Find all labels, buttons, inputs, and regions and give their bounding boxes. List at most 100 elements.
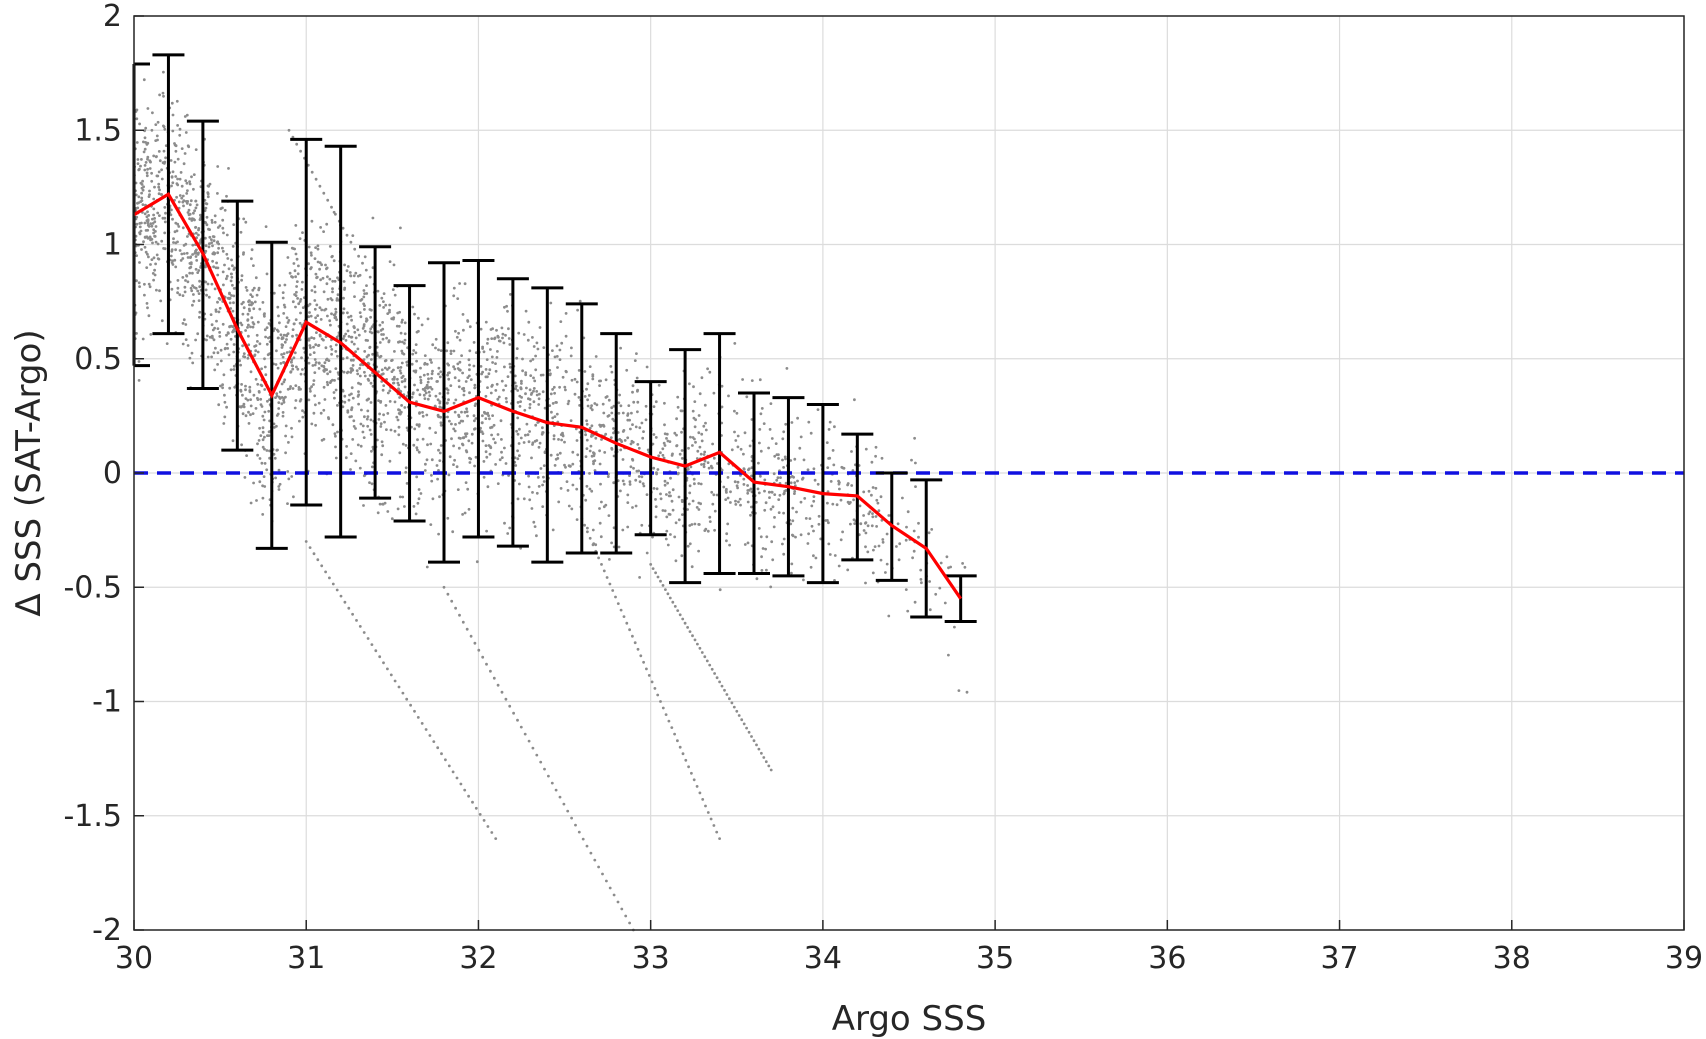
scatter-point xyxy=(250,316,254,320)
scatter-point xyxy=(453,376,457,380)
scatter-point xyxy=(575,380,579,384)
scatter-point xyxy=(229,324,233,328)
scatter-point xyxy=(417,450,421,454)
scatter-point xyxy=(294,384,298,387)
scatter-point xyxy=(289,346,293,350)
scatter-point xyxy=(775,453,779,456)
scatter-point xyxy=(438,451,442,455)
scatter-point xyxy=(251,412,255,415)
scatter-point xyxy=(369,315,372,319)
scatter-point xyxy=(222,283,225,287)
scatter-point xyxy=(148,285,152,289)
scatter-point xyxy=(656,575,660,579)
scatter-point xyxy=(503,365,506,369)
scatter-point xyxy=(334,434,337,438)
scatter-point xyxy=(621,411,625,415)
scatter-point xyxy=(750,379,754,382)
scatter-point xyxy=(653,687,657,690)
scatter-point xyxy=(344,339,348,342)
scatter-point xyxy=(524,309,528,313)
scatter-point xyxy=(216,300,219,304)
scatter-point xyxy=(501,336,504,340)
scatter-point xyxy=(707,466,711,470)
scatter-point xyxy=(334,307,338,311)
scatter-point xyxy=(261,301,265,304)
scatter-point xyxy=(179,259,183,262)
scatter-point xyxy=(180,196,184,200)
scatter-point xyxy=(308,311,311,314)
scatter-point xyxy=(314,316,317,320)
scatter-point xyxy=(453,458,456,462)
scatter-point xyxy=(626,418,630,422)
scatter-point xyxy=(746,500,750,504)
scatter-point xyxy=(181,257,185,260)
scatter-point xyxy=(163,220,167,224)
scatter-point xyxy=(438,375,442,379)
scatter-point xyxy=(767,764,771,768)
scatter-point xyxy=(586,382,590,386)
scatter-point xyxy=(366,398,369,402)
scatter-point xyxy=(715,493,719,497)
scatter-point xyxy=(143,221,147,225)
scatter-point xyxy=(742,467,746,470)
scatter-point xyxy=(447,377,451,381)
scatter-point xyxy=(266,399,269,403)
scatter-point xyxy=(417,488,421,491)
scatter-point xyxy=(637,446,641,450)
scatter-point xyxy=(501,332,505,336)
scatter-point xyxy=(378,412,381,416)
scatter-point xyxy=(142,78,146,82)
scatter-point xyxy=(484,417,488,420)
scatter-point xyxy=(652,466,656,470)
scatter-point xyxy=(930,528,934,531)
scatter-point xyxy=(370,482,374,486)
scatter-point xyxy=(637,475,641,478)
scatter-point xyxy=(342,370,346,374)
scatter-point xyxy=(674,521,678,525)
scatter-point xyxy=(249,293,253,296)
scatter-point xyxy=(259,434,263,437)
scatter-point xyxy=(792,475,795,479)
scatter-point xyxy=(494,389,498,392)
scatter-point xyxy=(322,230,325,234)
scatter-point xyxy=(362,436,366,439)
scatter-point xyxy=(398,408,401,412)
scatter-point xyxy=(688,542,692,546)
scatter-point xyxy=(465,450,469,454)
scatter-point xyxy=(939,561,943,565)
scatter-point xyxy=(677,495,681,499)
scatter-point xyxy=(500,438,503,441)
scatter-point xyxy=(135,108,139,112)
scatter-point xyxy=(424,391,428,395)
scatter-point xyxy=(659,497,663,501)
scatter-point xyxy=(798,446,802,450)
scatter-point xyxy=(642,430,645,433)
scatter-point xyxy=(626,493,630,497)
scatter-point xyxy=(347,398,351,402)
scatter-point xyxy=(158,188,161,192)
scatter-point xyxy=(454,606,457,610)
scatter-point xyxy=(507,474,510,477)
scatter-point xyxy=(351,364,355,367)
scatter-point xyxy=(516,389,520,392)
scatter-point xyxy=(771,505,775,509)
scatter-point xyxy=(310,422,314,426)
scatter-point xyxy=(405,697,409,701)
scatter-point xyxy=(191,303,194,307)
scatter-point xyxy=(153,220,157,224)
scatter-point xyxy=(370,358,373,361)
scatter-point xyxy=(151,222,155,225)
scatter-point xyxy=(871,515,875,519)
scatter-point xyxy=(496,683,500,687)
scatter-point xyxy=(355,619,358,622)
scatter-point xyxy=(297,302,301,306)
scatter-point xyxy=(219,359,223,363)
scatter-point xyxy=(481,370,484,374)
scatter-point xyxy=(692,778,696,782)
scatter-point xyxy=(213,220,217,224)
scatter-point xyxy=(755,577,759,581)
scatter-point xyxy=(314,423,317,427)
scatter-point xyxy=(665,529,669,533)
scatter-point xyxy=(194,249,197,253)
scatter-point xyxy=(151,272,155,275)
